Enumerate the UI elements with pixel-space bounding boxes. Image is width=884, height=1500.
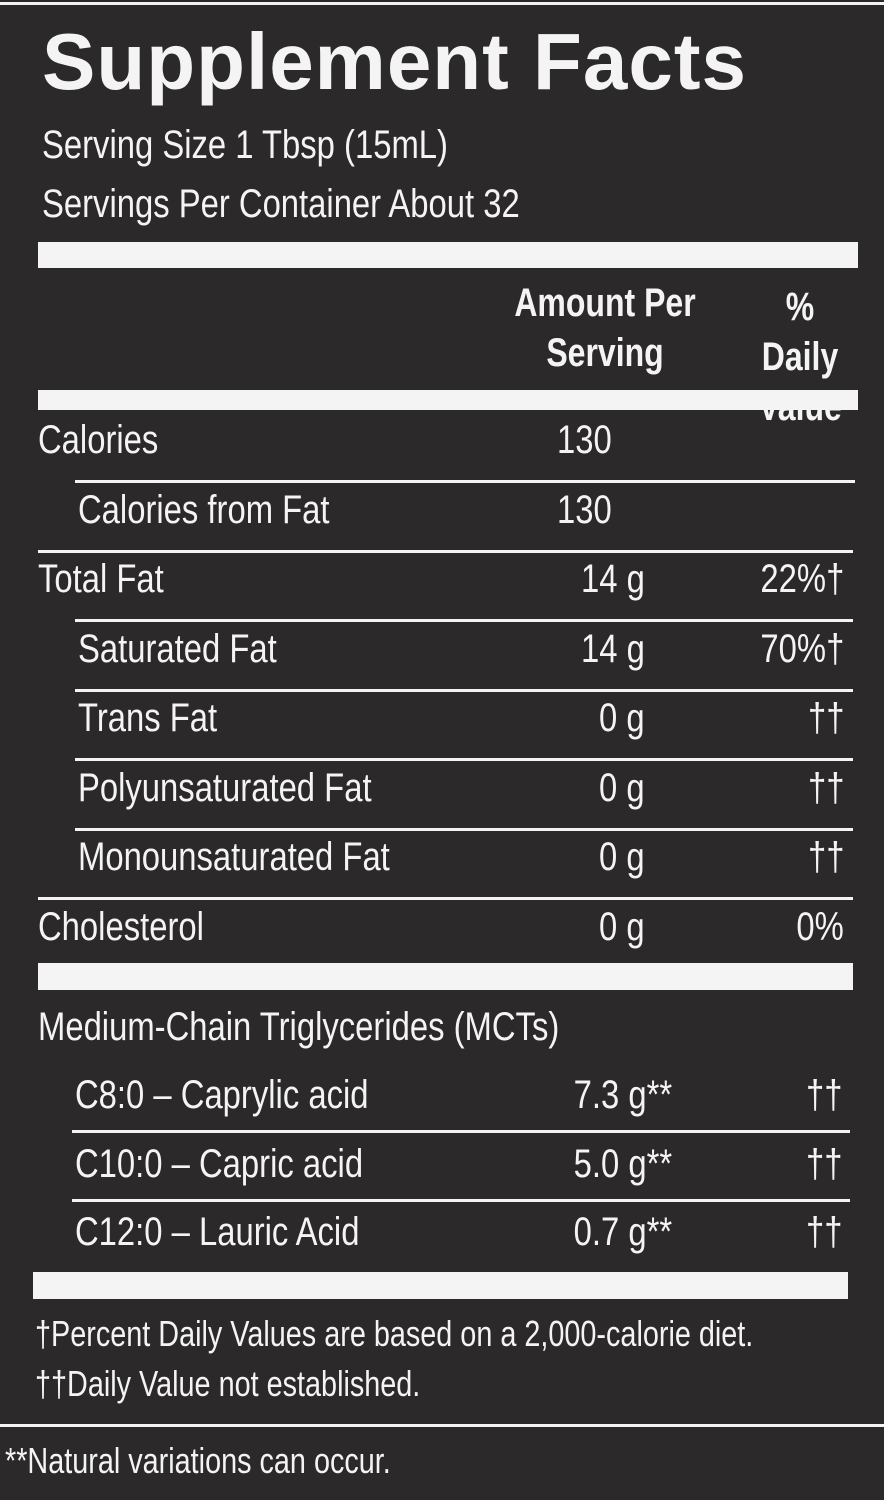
mct-name: C12:0 – Lauric Acid	[75, 1210, 360, 1254]
daily-value: ††	[807, 835, 844, 879]
nutrient-amount: 0 g	[599, 904, 645, 949]
thick-rule	[38, 390, 858, 410]
nutrient-amount: 130	[557, 487, 612, 532]
amount-header: Amount Per Serving	[514, 281, 696, 375]
row-rule	[75, 827, 853, 831]
mct-name: C10:0 – Capric acid	[75, 1141, 364, 1186]
footnote: †Percent Daily Values are based on a 2,0…	[35, 1313, 754, 1354]
daily-value: ††	[807, 696, 844, 740]
nutrient-name: Cholesterol	[38, 904, 204, 949]
nutrient-name: Total Fat	[38, 557, 164, 601]
daily-value: ††	[805, 1210, 842, 1254]
nutrient-name: Polyunsaturated Fat	[78, 765, 372, 810]
nutrient-name: Trans Fat	[78, 696, 218, 740]
row-rule	[38, 897, 853, 900]
daily-value: ††	[807, 765, 844, 810]
mct-amount: 5.0 g**	[573, 1141, 672, 1186]
daily-value: 0%	[796, 904, 844, 949]
row-rule	[75, 480, 855, 483]
note: **Natural variations can occur.	[5, 1440, 391, 1481]
row-rule	[72, 1130, 850, 1133]
nutrient-amount: 14 g	[581, 626, 645, 671]
bottom-rule	[0, 1424, 884, 1427]
nutrient-amount: 14 g	[581, 557, 645, 601]
nutrient-name: Monounsaturated Fat	[78, 835, 390, 879]
footnote: ††Daily Value not established.	[35, 1363, 421, 1404]
nutrient-amount: 0 g	[599, 696, 645, 740]
mct-amount: 7.3 g**	[573, 1073, 672, 1117]
mct-amount: 0.7 g**	[573, 1210, 672, 1254]
nutrient-name: Calories from Fat	[78, 487, 330, 532]
mct-name: C8:0 – Caprylic acid	[75, 1073, 369, 1117]
daily-value: ††	[805, 1073, 842, 1117]
row-rule	[72, 1198, 850, 1202]
daily-value: ††	[805, 1141, 842, 1186]
thick-rule	[33, 1272, 848, 1299]
row-rule	[75, 688, 853, 692]
row-rule	[38, 549, 853, 553]
serving-size: Serving Size 1 Tbsp (15mL)	[42, 123, 448, 167]
row-rule	[75, 758, 853, 761]
nutrient-name: Saturated Fat	[78, 626, 277, 671]
mct-heading: Medium-Chain Triglycerides (MCTs)	[38, 1005, 560, 1049]
nutrient-amount: 0 g	[599, 835, 645, 879]
nutrient-name: Calories	[38, 418, 159, 462]
nutrient-amount: 0 g	[599, 765, 645, 810]
nutrient-amount: 130	[557, 418, 612, 462]
thick-rule	[38, 242, 858, 268]
row-rule	[75, 619, 853, 622]
title: Supplement Facts	[42, 17, 748, 106]
thick-rule	[38, 963, 853, 990]
top-border	[0, 2, 884, 5]
servings-per-container: Servings Per Container About 32	[42, 182, 520, 226]
daily-value: 22%†	[760, 557, 844, 601]
daily-value: 70%†	[760, 626, 844, 671]
